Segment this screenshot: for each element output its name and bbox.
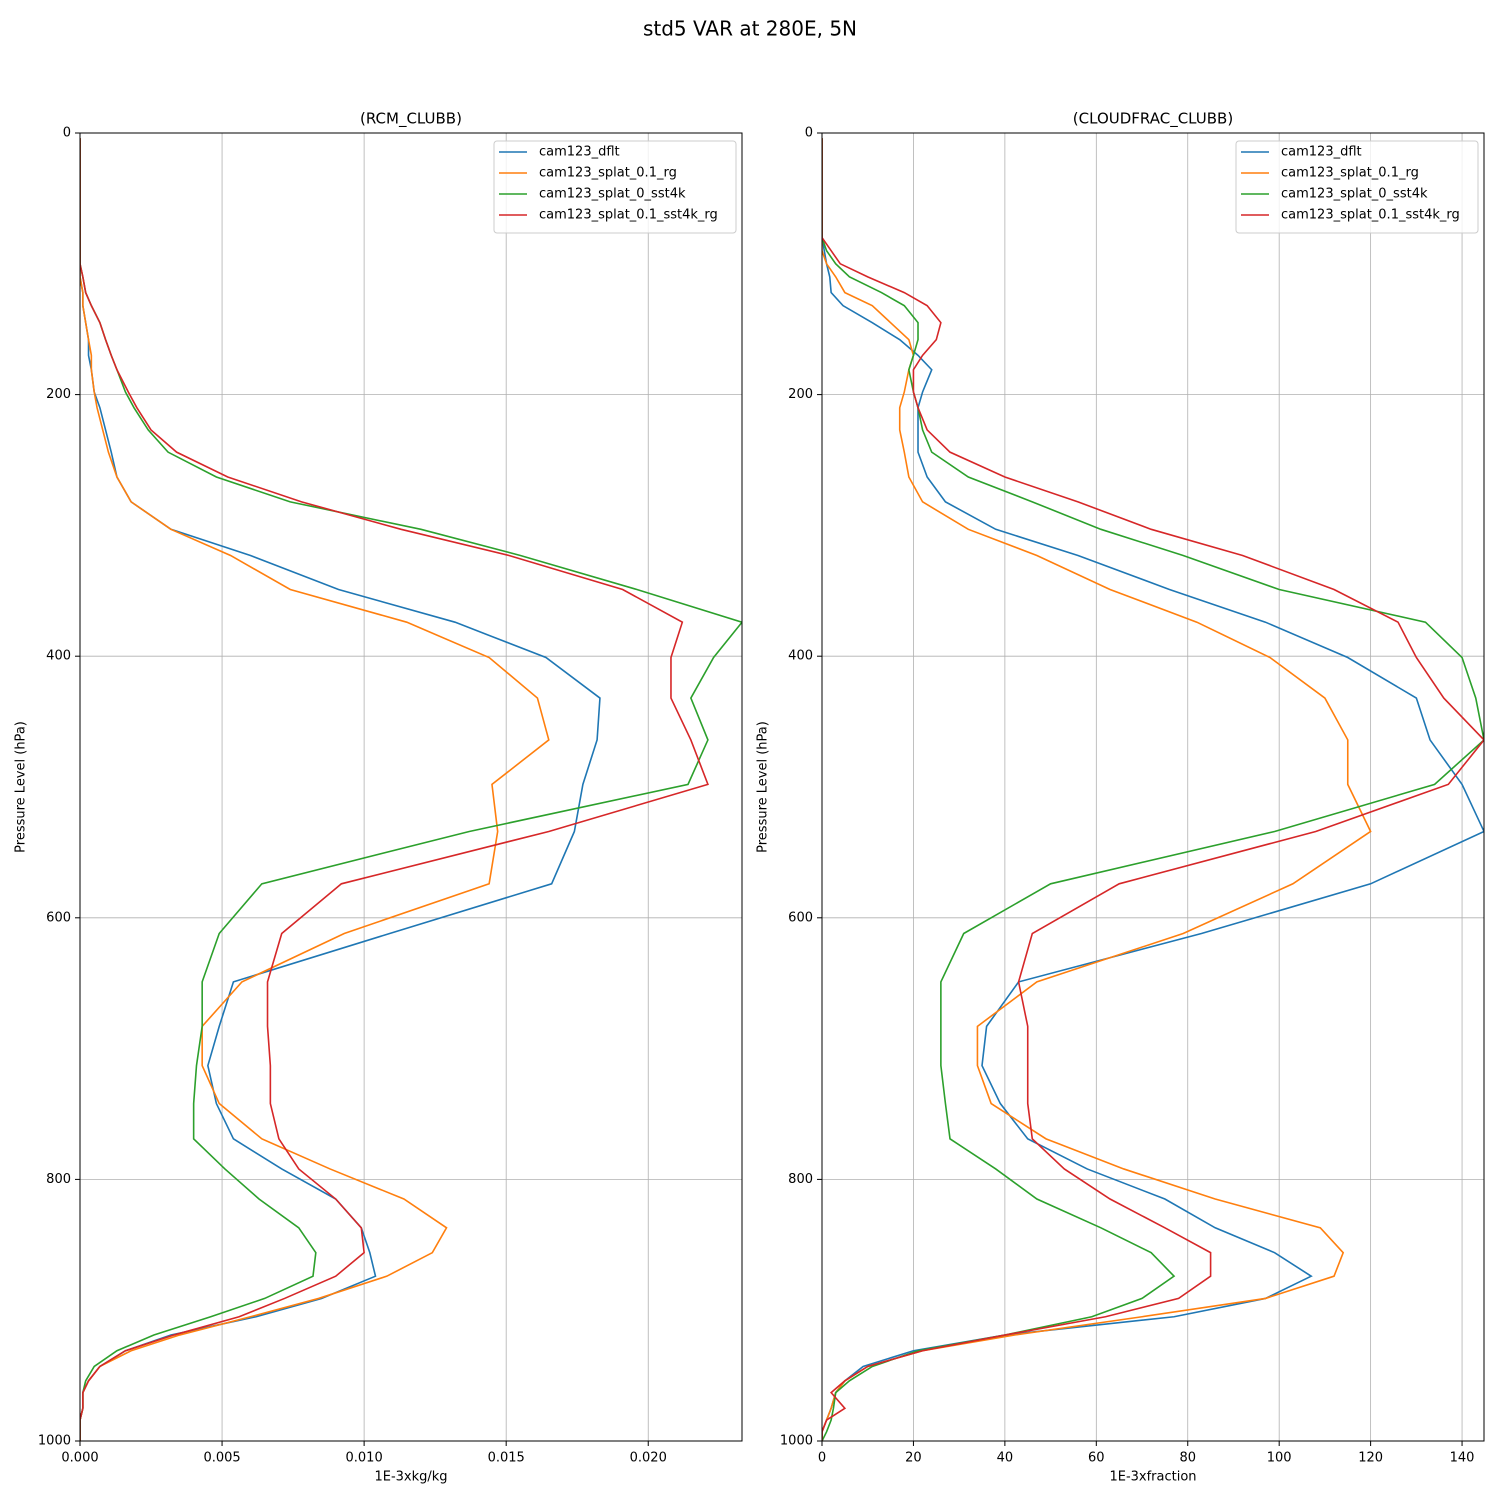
y-tick-label: 200 xyxy=(788,387,813,402)
x-tick-label: 100 xyxy=(1267,1451,1292,1466)
x-tick-label: 0.020 xyxy=(630,1451,667,1466)
x-tick-label: 60 xyxy=(1088,1451,1105,1466)
legend-box xyxy=(1235,140,1479,234)
x-tick-label: 0.000 xyxy=(61,1451,98,1466)
axes: (CLOUDFRAC_CLUBB) 0 20 40 60 80 100 120 140 0 200 4… xyxy=(756,110,1485,1485)
axes-frame xyxy=(79,132,743,1442)
y-tick-label: 0 xyxy=(63,126,71,141)
axes-title: (RCM_CLUBB) xyxy=(360,110,462,129)
y-tick-label: 800 xyxy=(46,1172,71,1187)
y-tick-label: 0 xyxy=(805,126,813,141)
x-axis-label: 1E-3xkg/kg xyxy=(374,1470,447,1485)
x-axis-label: 1E-3xfraction xyxy=(1109,1470,1196,1485)
x-tick-label: 140 xyxy=(1450,1451,1475,1466)
x-tick-label: 0 xyxy=(818,1451,826,1466)
legend-box xyxy=(493,140,737,234)
x-tick-label: 0.005 xyxy=(203,1451,240,1466)
y-axis-label: Pressure Level (hPa) xyxy=(14,721,29,853)
legend-label: cam123_dflt xyxy=(539,145,620,160)
legend-label: cam123_splat_0.1_sst4k_rg xyxy=(539,208,718,223)
series-line xyxy=(822,138,1372,1441)
x-tick-label: 0.010 xyxy=(346,1451,383,1466)
y-axis-label: Pressure Level (hPa) xyxy=(756,721,771,853)
legend-label: cam123_splat_0.1_rg xyxy=(1281,166,1419,181)
legend-label: cam123_dflt xyxy=(1281,145,1362,160)
y-tick-label: 400 xyxy=(788,649,813,664)
series-line xyxy=(822,138,1484,1441)
legend-label: cam123_splat_0.1_sst4k_rg xyxy=(1281,208,1460,223)
y-tick-label: 800 xyxy=(788,1172,813,1187)
series-line xyxy=(822,138,1484,1442)
y-tick-label: 1000 xyxy=(38,1434,71,1449)
legend-label: cam123_splat_0_sst4k xyxy=(539,187,686,202)
axes: (RCM_CLUBB) 0.000 0.005 0.010 0.015 0.020 0 200… xyxy=(14,110,743,1485)
x-tick-label: 20 xyxy=(905,1451,922,1466)
axes-title: (CLOUDFRAC_CLUBB) xyxy=(1073,110,1233,129)
x-tick-label: 40 xyxy=(997,1451,1014,1466)
figure-title: std5 VAR at 280E, 5N xyxy=(643,17,857,41)
axes-frame xyxy=(821,132,1485,1442)
x-tick-label: 80 xyxy=(1179,1451,1196,1466)
legend-label: cam123_splat_0.1_rg xyxy=(539,166,677,181)
y-tick-label: 200 xyxy=(46,387,71,402)
y-tick-label: 600 xyxy=(788,910,813,925)
series-line xyxy=(80,138,709,1441)
x-tick-label: 0.015 xyxy=(488,1451,525,1466)
y-tick-label: 1000 xyxy=(780,1434,813,1449)
series-line xyxy=(80,138,550,1441)
y-tick-label: 400 xyxy=(46,649,71,664)
x-tick-label: 120 xyxy=(1358,1451,1383,1466)
y-tick-label: 600 xyxy=(46,910,71,925)
legend-label: cam123_splat_0_sst4k xyxy=(1281,187,1428,202)
